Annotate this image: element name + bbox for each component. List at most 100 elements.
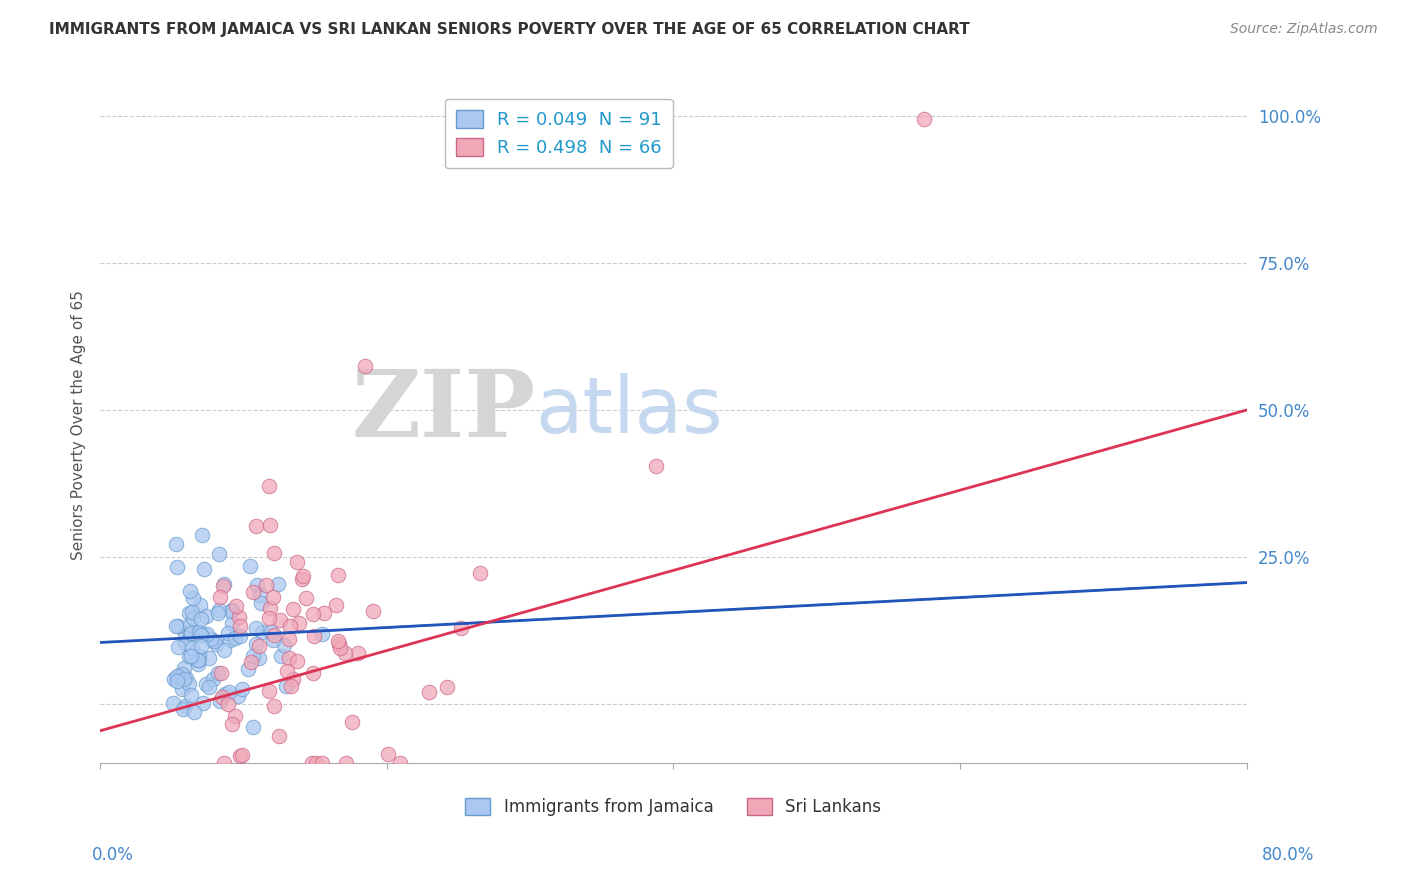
Text: atlas: atlas (536, 373, 723, 450)
Immigrants from Jamaica (166, 673, 188, 688)
Immigrants from Jamaica (245, 636, 267, 650)
Immigrants from Jamaica (165, 537, 187, 551)
Immigrants from Jamaica (179, 617, 201, 632)
Sri Lankans (224, 709, 246, 723)
Immigrants from Jamaica (190, 612, 212, 626)
Sri Lankans (259, 517, 281, 532)
Text: 80.0%: 80.0% (1263, 846, 1315, 863)
Sri Lankans (305, 756, 328, 771)
Immigrants from Jamaica (163, 673, 186, 687)
Immigrants from Jamaica (198, 650, 221, 665)
Sri Lankans (259, 601, 281, 615)
Immigrants from Jamaica (190, 639, 212, 653)
Immigrants from Jamaica (188, 598, 211, 612)
Sri Lankans (225, 599, 247, 613)
Immigrants from Jamaica (191, 696, 214, 710)
Sri Lankans (281, 672, 304, 686)
Sri Lankans (302, 629, 325, 643)
Immigrants from Jamaica (177, 677, 200, 691)
Sri Lankans (468, 566, 491, 580)
Immigrants from Jamaica (173, 661, 195, 675)
Sri Lankans (377, 747, 399, 761)
Immigrants from Jamaica (245, 577, 267, 591)
Immigrants from Jamaica (270, 648, 292, 663)
Sri Lankans (301, 607, 323, 621)
Immigrants from Jamaica (217, 626, 239, 640)
Sri Lankans (335, 756, 357, 771)
Immigrants from Jamaica (162, 696, 184, 710)
Immigrants from Jamaica (207, 666, 229, 681)
Immigrants from Jamaica (191, 627, 214, 641)
Sri Lankans (247, 639, 270, 653)
Sri Lankans (354, 359, 377, 373)
Immigrants from Jamaica (247, 651, 270, 665)
Immigrants from Jamaica (166, 560, 188, 574)
Immigrants from Jamaica (242, 720, 264, 734)
Immigrants from Jamaica (181, 610, 204, 624)
Sri Lankans (221, 717, 243, 731)
Immigrants from Jamaica (180, 648, 202, 663)
Immigrants from Jamaica (191, 527, 214, 541)
Immigrants from Jamaica (177, 607, 200, 621)
Immigrants from Jamaica (202, 672, 225, 686)
Immigrants from Jamaica (200, 632, 222, 647)
Immigrants from Jamaica (214, 688, 236, 702)
Legend: Immigrants from Jamaica, Sri Lankans: Immigrants from Jamaica, Sri Lankans (458, 791, 889, 822)
Sri Lankans (329, 640, 352, 655)
Sri Lankans (311, 756, 333, 771)
Immigrants from Jamaica (311, 626, 333, 640)
Immigrants from Jamaica (167, 640, 190, 654)
Sri Lankans (254, 578, 277, 592)
Sri Lankans (645, 459, 668, 474)
Sri Lankans (263, 628, 285, 642)
Sri Lankans (346, 646, 368, 660)
Sri Lankans (276, 664, 298, 678)
Sri Lankans (285, 654, 308, 668)
Sri Lankans (263, 699, 285, 714)
Immigrants from Jamaica (226, 689, 249, 703)
Sri Lankans (301, 756, 323, 771)
Immigrants from Jamaica (179, 627, 201, 641)
Immigrants from Jamaica (195, 626, 218, 640)
Immigrants from Jamaica (212, 643, 235, 657)
Sri Lankans (262, 591, 284, 605)
Y-axis label: Seniors Poverty Over the Age of 65: Seniors Poverty Over the Age of 65 (72, 290, 86, 559)
Immigrants from Jamaica (262, 632, 284, 647)
Immigrants from Jamaica (177, 649, 200, 664)
Immigrants from Jamaica (236, 662, 259, 676)
Immigrants from Jamaica (208, 694, 231, 708)
Immigrants from Jamaica (208, 547, 231, 561)
Immigrants from Jamaica (181, 640, 204, 655)
Immigrants from Jamaica (174, 671, 197, 685)
Immigrants from Jamaica (183, 706, 205, 720)
Sri Lankans (208, 591, 231, 605)
Sri Lankans (450, 622, 472, 636)
Immigrants from Jamaica (187, 657, 209, 671)
Sri Lankans (231, 748, 253, 763)
Immigrants from Jamaica (195, 677, 218, 691)
Immigrants from Jamaica (165, 619, 187, 633)
Immigrants from Jamaica (238, 558, 260, 573)
Sri Lankans (228, 609, 250, 624)
Sri Lankans (278, 651, 301, 665)
Sri Lankans (217, 697, 239, 711)
Immigrants from Jamaica (218, 685, 240, 699)
Sri Lankans (257, 479, 280, 493)
Immigrants from Jamaica (245, 621, 267, 635)
Immigrants from Jamaica (170, 681, 193, 696)
Immigrants from Jamaica (250, 596, 273, 610)
Text: Source: ZipAtlas.com: Source: ZipAtlas.com (1230, 22, 1378, 37)
Sri Lankans (228, 619, 250, 633)
Immigrants from Jamaica (224, 631, 246, 645)
Sri Lankans (436, 680, 458, 694)
Immigrants from Jamaica (260, 625, 283, 640)
Immigrants from Jamaica (219, 604, 242, 618)
Immigrants from Jamaica (204, 637, 226, 651)
Immigrants from Jamaica (172, 666, 194, 681)
Immigrants from Jamaica (221, 616, 243, 631)
Immigrants from Jamaica (181, 605, 204, 619)
Sri Lankans (302, 665, 325, 680)
Sri Lankans (361, 604, 384, 618)
Sri Lankans (325, 598, 347, 612)
Sri Lankans (211, 690, 233, 704)
